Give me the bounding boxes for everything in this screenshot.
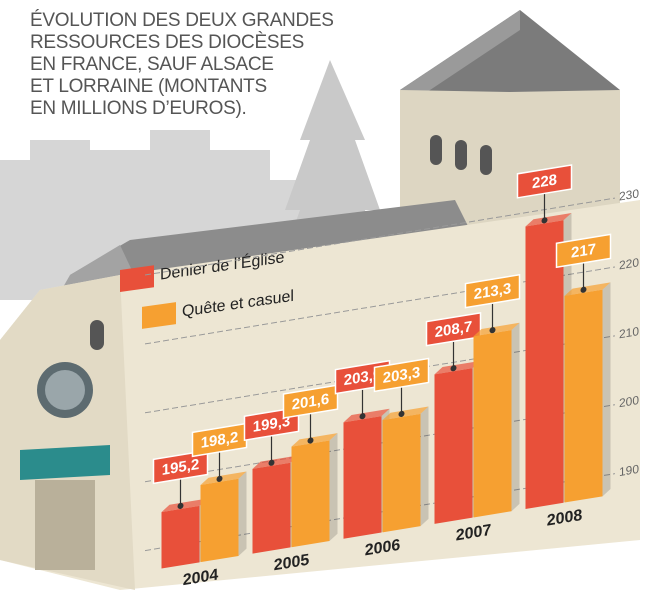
bar-top (525, 212, 572, 227)
bar-top (291, 433, 338, 447)
data-label: 217 (571, 241, 596, 262)
y-tick-label: 220 (619, 255, 639, 272)
y-tick-label: 210 (619, 324, 639, 341)
x-tick-label: 2008 (547, 506, 583, 530)
label-box (282, 384, 339, 419)
bar (252, 462, 291, 554)
label-dot (307, 437, 314, 444)
data-label: 203,9 (344, 366, 382, 389)
label-box (425, 311, 482, 347)
y-tick-label: 230 (619, 186, 639, 203)
bar-top (200, 471, 247, 486)
legend-swatch (120, 265, 154, 292)
data-label: 213,3 (474, 280, 512, 303)
bar (161, 505, 200, 569)
bar (564, 289, 603, 503)
label-dot (398, 410, 405, 418)
chart-title: ÉVOLUTION DES DEUX GRANDES RESSOURCES DE… (30, 10, 334, 119)
bar-side (602, 282, 611, 497)
data-label: 198,2 (201, 429, 239, 452)
bar (434, 368, 473, 524)
bar-top (252, 455, 299, 469)
bar (473, 330, 512, 518)
bar (525, 220, 564, 509)
label-dot (359, 413, 366, 420)
y-tick-label: 200 (619, 393, 639, 410)
data-label: 208,7 (435, 318, 473, 341)
data-label: 201,6 (292, 391, 330, 414)
bar (343, 416, 382, 539)
bar-side (420, 406, 429, 527)
label-box (152, 449, 209, 485)
y-tick-label: 190 (619, 462, 639, 479)
x-tick-label: 2004 (183, 566, 219, 590)
bar-top (343, 408, 390, 423)
data-label: 199,3 (253, 413, 291, 436)
bar-top (161, 498, 208, 513)
x-tick-label: 2006 (365, 536, 401, 560)
label-box (555, 233, 612, 269)
data-label: 228 (532, 171, 557, 192)
label-dot (177, 502, 184, 509)
bar-side (238, 471, 247, 556)
label-dot (489, 327, 496, 334)
bar (200, 478, 239, 563)
label-box (464, 273, 521, 309)
label-dot (268, 459, 275, 466)
label-box (516, 164, 573, 199)
bar (382, 413, 421, 533)
bar-top (382, 406, 429, 421)
legend-swatch (142, 302, 176, 329)
label-box (373, 357, 430, 393)
bar-top (564, 282, 611, 296)
x-tick-label: 2005 (274, 551, 310, 575)
label-dot (450, 365, 457, 372)
bar-side (329, 433, 338, 542)
grid-line (145, 197, 615, 276)
bar-top (434, 360, 481, 375)
label-dot (580, 286, 587, 293)
bar-top (473, 322, 520, 337)
bar-side (511, 322, 520, 512)
x-tick-label: 2007 (456, 521, 492, 545)
label-dot (541, 217, 548, 224)
data-label: 203,3 (383, 364, 421, 387)
bar (291, 440, 330, 548)
plot: 1902002102202302004195,2198,22005199,320… (145, 164, 639, 590)
data-label: 195,2 (162, 456, 200, 479)
label-dot (216, 475, 223, 482)
